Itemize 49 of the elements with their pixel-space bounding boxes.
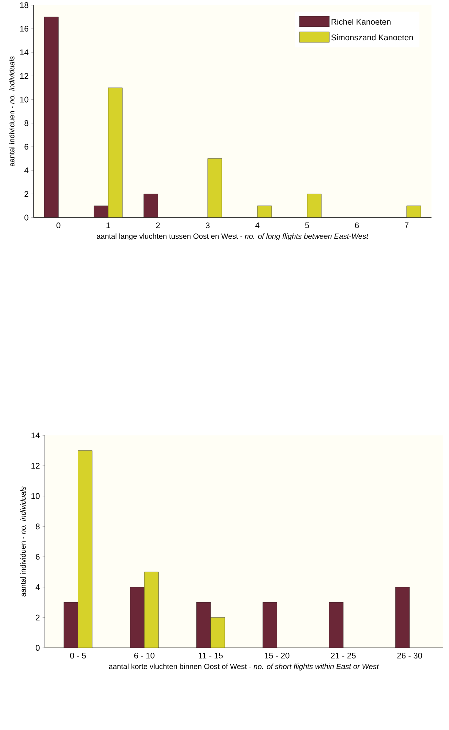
- x-tick-label: 0 - 5: [70, 652, 86, 659]
- bar: [329, 602, 344, 648]
- bar: [307, 194, 322, 218]
- x-tick-label: 5: [306, 222, 310, 228]
- y-tick-label: 4: [24, 168, 29, 174]
- y-tick-label: 8: [36, 524, 40, 530]
- legend-label: Simonszand Kanoeten: [332, 34, 414, 41]
- bar: [144, 572, 160, 648]
- bar: [108, 88, 123, 218]
- bar: [396, 587, 410, 648]
- y-tick-label: 10: [32, 493, 40, 500]
- x-tick-label: 6: [355, 222, 360, 228]
- y-tick-label: 0: [36, 645, 40, 651]
- x-tick-label: 21 - 25: [331, 652, 356, 659]
- bar: [263, 602, 278, 648]
- y-tick-label: 14: [32, 432, 40, 438]
- y-tick-label: 2: [24, 191, 29, 198]
- x-tick-label: 4: [256, 222, 260, 228]
- y-tick-label: 12: [20, 73, 29, 80]
- x-tick-label: 2: [156, 222, 160, 228]
- bar: [44, 17, 59, 218]
- y-tick-label: 6: [24, 144, 29, 150]
- bar: [208, 158, 222, 218]
- bar: [144, 194, 158, 218]
- y-tick-label: 14: [20, 50, 29, 56]
- legend-label: Richel Kanoeten: [332, 18, 391, 25]
- x-tick-label: 0: [56, 222, 61, 228]
- x-tick-label: 15 - 20: [265, 652, 290, 659]
- bar: [196, 602, 212, 648]
- x-tick-label: 11 - 15: [199, 652, 224, 659]
- y-tick-label: 2: [36, 614, 40, 621]
- bar: [64, 602, 78, 648]
- y-tick-label: 0: [24, 214, 29, 221]
- bar: [130, 587, 145, 648]
- x-tick-label: 26 - 30: [398, 652, 422, 659]
- x-tick-label: 6 - 10: [134, 652, 155, 659]
- bar: [210, 618, 226, 648]
- bar: [78, 450, 93, 648]
- y-tick-label: 8: [24, 120, 29, 126]
- y-tick-label: 16: [20, 26, 29, 32]
- y-tick-label: 6: [36, 554, 40, 560]
- y-tick-label: 4: [36, 584, 40, 590]
- x-tick-label: 1: [106, 222, 110, 228]
- y-tick-label: 10: [20, 96, 29, 103]
- x-tick-label: 3: [206, 222, 210, 228]
- y-tick-label: 18: [20, 2, 29, 8]
- y-tick-label: 12: [32, 463, 40, 469]
- x-tick-label: 7: [405, 222, 409, 228]
- bar: [406, 206, 422, 218]
